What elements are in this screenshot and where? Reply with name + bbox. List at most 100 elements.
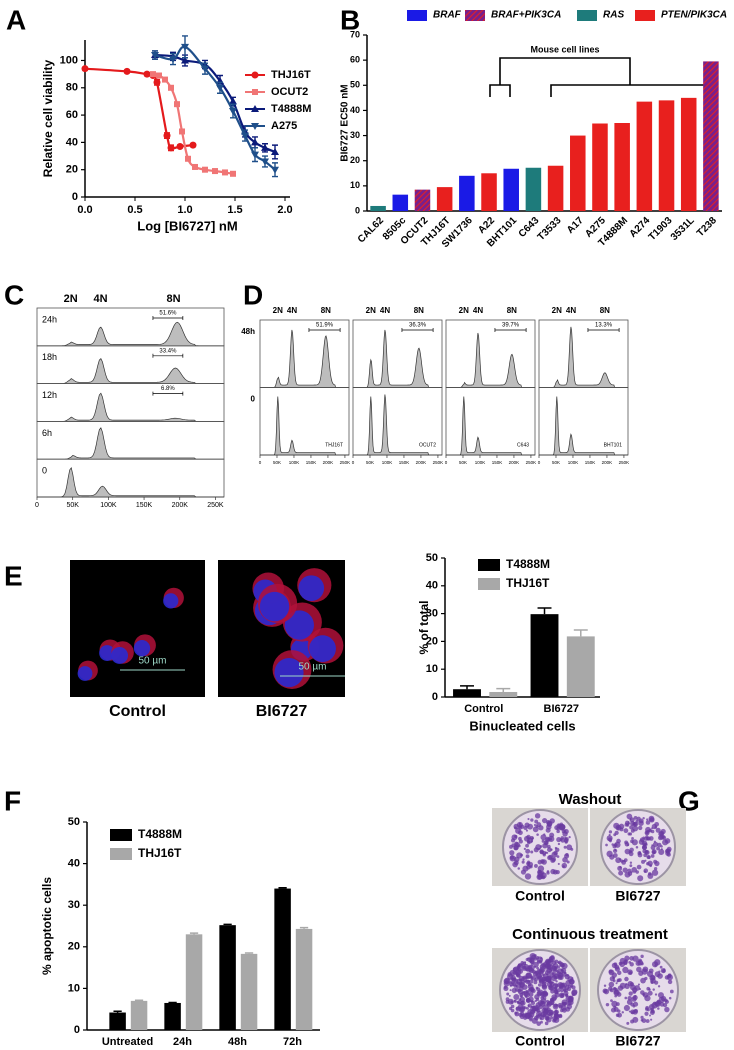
colony [551, 851, 558, 858]
error-bar [134, 999, 144, 1002]
colony [549, 981, 555, 987]
histogram-frame [36, 420, 225, 460]
legend-label: T4888M [506, 557, 550, 571]
colony [667, 979, 673, 985]
y-tick-label: 50 [426, 552, 438, 564]
colony [551, 1002, 554, 1006]
error-bar [113, 1010, 122, 1013]
colony [650, 854, 655, 858]
colony [616, 827, 620, 830]
y-tick-label: 20 [66, 164, 78, 176]
colony [539, 960, 543, 964]
photo-label: Control [515, 888, 565, 904]
colony [517, 967, 522, 972]
y-tick-label: 70 [350, 29, 360, 39]
marker [123, 67, 131, 75]
colony [541, 859, 547, 865]
colony [630, 839, 634, 844]
marker [169, 56, 177, 64]
panel-letter: C [4, 279, 24, 310]
sample-label: BHT101 [604, 442, 623, 448]
nucleus [298, 575, 325, 601]
y-tick-label: 0 [72, 191, 78, 203]
colony [538, 980, 541, 984]
colony [630, 1002, 635, 1007]
colony [555, 980, 558, 983]
colony [617, 865, 623, 871]
colony [530, 850, 534, 854]
colony [526, 1007, 529, 1010]
x-tick-label: 150K [585, 460, 596, 465]
marker [153, 78, 161, 86]
colony [660, 845, 663, 848]
y-tick-label: 20 [350, 155, 360, 165]
bar [566, 636, 595, 697]
colony [664, 999, 669, 1004]
marker [156, 72, 162, 79]
colony [524, 873, 532, 880]
colony [508, 994, 511, 997]
colony [523, 980, 527, 983]
photo-title: Washout [559, 791, 622, 808]
colony [624, 841, 630, 847]
colony [514, 1011, 518, 1015]
colony [643, 870, 647, 873]
x-tick-label: 100K [100, 502, 117, 509]
colony [644, 836, 649, 841]
colony [613, 989, 619, 995]
colony [541, 994, 545, 998]
colony [664, 1006, 670, 1013]
colony [506, 992, 510, 996]
colony [510, 1004, 515, 1009]
colony [637, 875, 644, 882]
nucleus [133, 640, 151, 657]
colony [517, 867, 521, 870]
colony [638, 820, 644, 826]
colony [626, 1021, 630, 1025]
legend-marker [251, 71, 259, 79]
colony [612, 853, 618, 858]
colony [530, 840, 533, 843]
y-tick-label: 0 [74, 1024, 80, 1036]
colony [556, 826, 560, 831]
error-bar [189, 932, 199, 935]
marker [261, 158, 269, 166]
bar [274, 888, 291, 1030]
colony [543, 978, 546, 982]
y-tick-label: 40 [426, 580, 438, 592]
colony [552, 1003, 559, 1010]
colony [614, 830, 619, 835]
marker [271, 147, 279, 155]
peak-label: 4N [94, 293, 108, 305]
nucleus [284, 610, 314, 640]
gate [401, 328, 434, 332]
nucleus [77, 666, 93, 681]
colony [525, 848, 531, 854]
y-tick-label: 40 [350, 105, 360, 115]
bar [240, 953, 258, 1030]
marker [201, 65, 209, 73]
colony [546, 820, 553, 827]
marker [222, 169, 228, 176]
colony [662, 969, 666, 973]
colony [527, 817, 530, 821]
colony [529, 975, 533, 979]
colony [628, 850, 632, 854]
colony [613, 987, 616, 990]
x-tick-label: 1.0 [177, 204, 192, 216]
colony [525, 854, 530, 859]
colony [617, 1009, 621, 1013]
legend-swatch [110, 829, 132, 841]
colony [665, 851, 670, 856]
colony [630, 984, 636, 991]
marker [162, 76, 168, 83]
colony [522, 961, 527, 966]
error-bar [496, 687, 511, 692]
colony [516, 1000, 520, 1004]
colony [650, 829, 655, 834]
colony [546, 973, 549, 976]
x-axis-label: Log [BI6727] nM [137, 218, 237, 233]
colony [537, 859, 543, 865]
y-tick-label: 30 [426, 608, 438, 620]
colony [523, 963, 529, 970]
